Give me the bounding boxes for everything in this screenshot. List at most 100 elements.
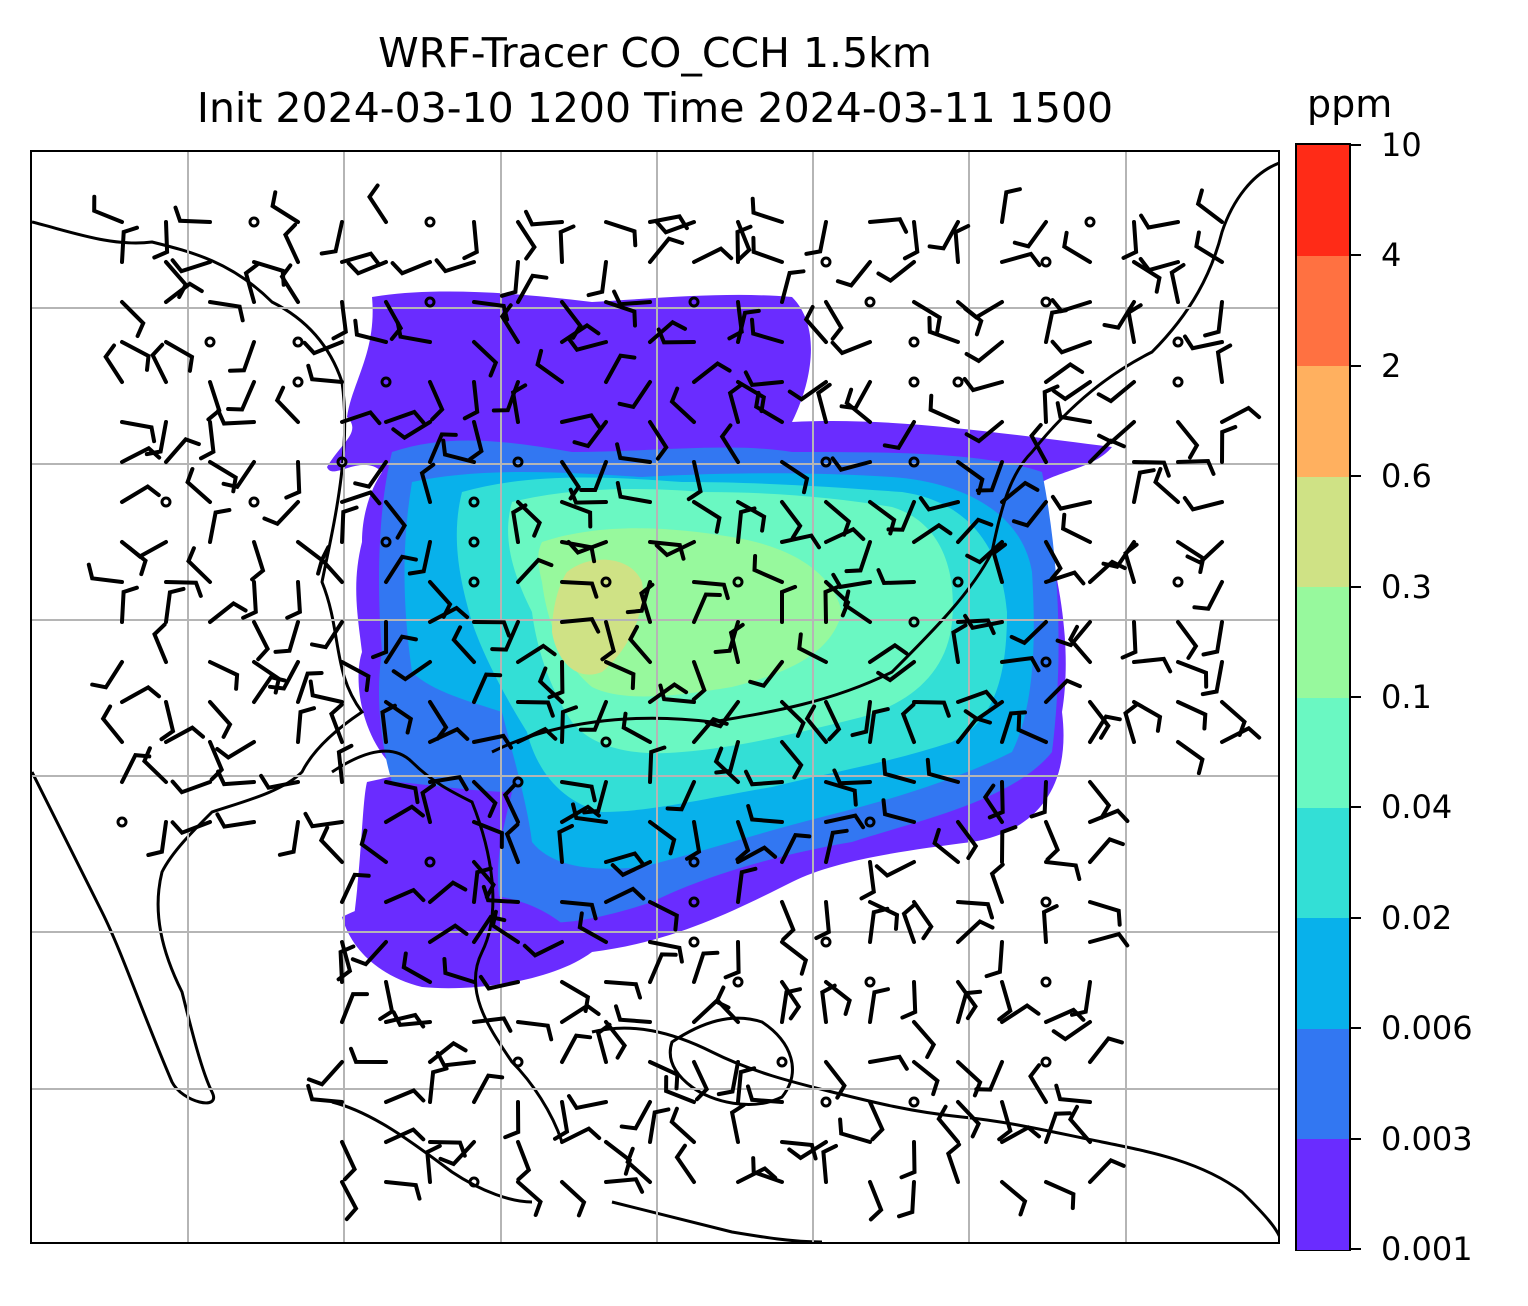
wind-barb bbox=[120, 585, 139, 624]
colorbar-tick-mark bbox=[1351, 364, 1361, 367]
wind-barb bbox=[900, 702, 916, 744]
wind-barb bbox=[886, 500, 916, 532]
wind-barb bbox=[859, 860, 876, 901]
wind-barb bbox=[868, 1180, 884, 1222]
wind-barb bbox=[780, 740, 804, 780]
wind-barb bbox=[868, 906, 890, 944]
wind-barb bbox=[844, 387, 872, 424]
calm-marker bbox=[160, 496, 172, 508]
wind-barb bbox=[600, 620, 616, 662]
wind-barb bbox=[378, 980, 395, 1021]
wind-barb bbox=[1185, 540, 1224, 565]
wind-barb bbox=[302, 340, 344, 356]
colorbar-tick-mark bbox=[1351, 144, 1361, 146]
wind-barb bbox=[868, 217, 909, 234]
wind-barb bbox=[279, 263, 300, 304]
wind-barb bbox=[932, 827, 960, 864]
wind-barb bbox=[516, 726, 558, 744]
wind-barb bbox=[951, 623, 968, 664]
wind-barb bbox=[438, 1140, 476, 1167]
wind-barb bbox=[648, 682, 689, 704]
wind-barb bbox=[729, 1103, 746, 1144]
coastline-sumatra bbox=[331, 1100, 533, 1204]
wind-barb bbox=[462, 220, 479, 261]
wind-barb bbox=[1000, 710, 1027, 744]
wind-barb bbox=[780, 1140, 818, 1161]
wind-barb bbox=[868, 1100, 885, 1142]
wind-barb bbox=[735, 224, 753, 264]
wind-barb bbox=[868, 642, 909, 664]
colorbar-segment bbox=[1297, 1028, 1349, 1140]
wind-barb bbox=[787, 380, 828, 402]
wind-barb bbox=[936, 1104, 960, 1144]
wind-barb bbox=[390, 260, 432, 276]
wind-barb bbox=[648, 319, 687, 344]
wind-barb bbox=[780, 460, 810, 495]
wind-barb bbox=[1153, 467, 1180, 504]
wind-barb bbox=[340, 1140, 357, 1182]
wind-barb bbox=[844, 540, 872, 574]
wind-barb bbox=[1088, 559, 1127, 584]
wind-barb bbox=[504, 822, 520, 864]
wind-barb bbox=[1126, 303, 1143, 344]
wind-barb bbox=[1044, 860, 1082, 881]
wind-barb bbox=[823, 584, 841, 624]
wind-barb bbox=[1088, 1036, 1124, 1064]
wind-barb bbox=[173, 205, 212, 224]
wind-barb bbox=[617, 380, 652, 410]
wind-barb bbox=[340, 410, 382, 426]
wind-barb bbox=[221, 460, 256, 490]
wind-barb bbox=[945, 1142, 962, 1184]
wind-barb bbox=[1139, 213, 1180, 230]
wind-barb bbox=[1044, 308, 1068, 344]
wind-barb bbox=[912, 700, 951, 718]
wind-barb bbox=[353, 460, 388, 489]
wind-barb bbox=[1176, 660, 1209, 689]
colorbar-tick-mark bbox=[1351, 254, 1361, 257]
wind-barb bbox=[516, 1140, 532, 1182]
wind-barb bbox=[186, 546, 212, 584]
wind-barb bbox=[472, 620, 511, 638]
wind-barb bbox=[340, 1180, 359, 1222]
wind-barb bbox=[1044, 570, 1086, 586]
wind-barb bbox=[331, 300, 348, 341]
wind-barb bbox=[648, 1107, 671, 1144]
wind-barb bbox=[273, 620, 300, 654]
wind-barbs bbox=[86, 183, 1262, 1222]
wind-barb bbox=[208, 600, 248, 624]
wind-barb bbox=[927, 220, 960, 251]
wind-barb bbox=[754, 390, 784, 424]
wind-barb bbox=[664, 1075, 696, 1104]
wind-barb bbox=[199, 420, 216, 461]
wind-barb bbox=[1000, 480, 1040, 504]
wind-barb bbox=[1000, 655, 1041, 673]
wind-barb bbox=[350, 940, 388, 967]
wind-barb bbox=[428, 880, 468, 904]
wind-barb bbox=[787, 1140, 828, 1161]
wind-barb bbox=[928, 393, 960, 424]
wind-barb bbox=[997, 980, 1013, 1022]
wind-barb bbox=[170, 820, 212, 836]
wind-barb bbox=[367, 183, 388, 224]
wind-barb bbox=[956, 689, 998, 705]
calm-marker bbox=[380, 376, 392, 388]
wind-barb bbox=[499, 260, 520, 298]
calm-marker bbox=[952, 376, 964, 388]
wind-barb bbox=[956, 1100, 981, 1139]
wind-barb bbox=[1176, 420, 1200, 460]
wind-barb bbox=[560, 1003, 601, 1024]
calm-marker bbox=[468, 576, 480, 588]
calm-marker bbox=[468, 1176, 480, 1188]
wind-barb bbox=[490, 909, 520, 944]
wind-barb bbox=[595, 1022, 612, 1064]
calm-marker bbox=[468, 536, 480, 548]
wind-barb bbox=[1132, 468, 1156, 504]
calm-marker bbox=[1040, 976, 1052, 988]
wind-barb bbox=[120, 540, 148, 577]
wind-barb bbox=[1220, 405, 1262, 424]
wind-barb bbox=[560, 780, 597, 803]
colorbar-tick-label: 0.003 bbox=[1381, 1119, 1473, 1158]
wind-barb bbox=[842, 589, 872, 624]
wind-barb bbox=[1088, 837, 1125, 864]
wind-barb bbox=[228, 340, 256, 373]
